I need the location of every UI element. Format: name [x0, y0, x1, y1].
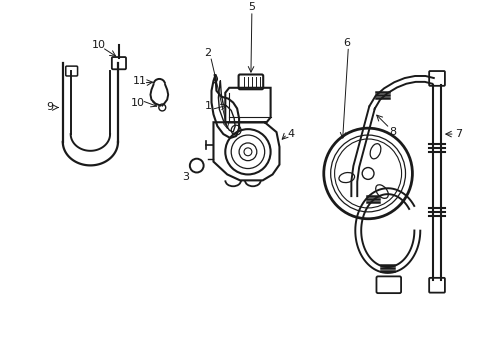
Text: 11: 11 [132, 76, 146, 86]
Text: 2: 2 [203, 48, 211, 58]
Text: 9: 9 [46, 103, 54, 112]
Text: 6: 6 [342, 39, 349, 49]
Text: 3: 3 [182, 172, 189, 183]
Text: 4: 4 [287, 129, 294, 139]
Text: 10: 10 [130, 98, 144, 108]
Text: 10: 10 [92, 40, 106, 50]
Text: 1: 1 [204, 102, 212, 112]
Text: 8: 8 [388, 127, 395, 137]
Text: 7: 7 [454, 129, 461, 139]
Text: 5: 5 [248, 2, 255, 12]
